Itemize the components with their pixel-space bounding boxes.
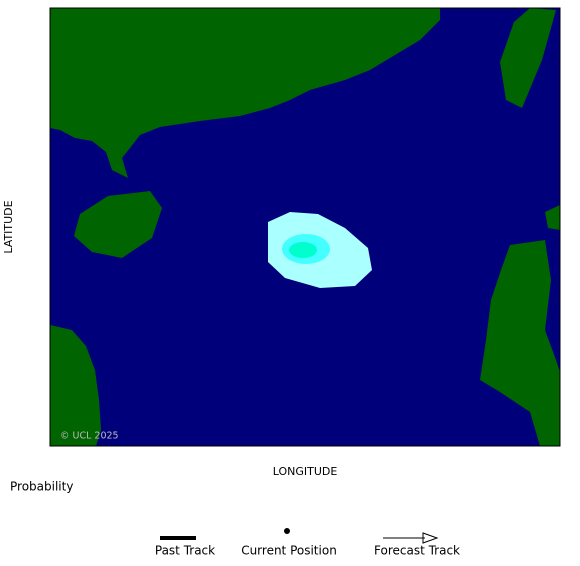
current-position-key (284, 528, 290, 534)
frame (49, 7, 561, 447)
forecast-track-key (422, 532, 439, 544)
copyright: © UCL 2025 (60, 431, 119, 442)
legend-title: Probability (10, 480, 73, 494)
legend-item: Past Track (155, 544, 215, 558)
probability-area (268, 212, 372, 288)
land (50, 8, 560, 446)
legend-item: Current Position (241, 544, 337, 558)
legend-item: Forecast Track (374, 544, 460, 558)
x-axis-label: LONGITUDE (273, 465, 338, 478)
y-axis-label: LATITUDE (2, 200, 15, 253)
